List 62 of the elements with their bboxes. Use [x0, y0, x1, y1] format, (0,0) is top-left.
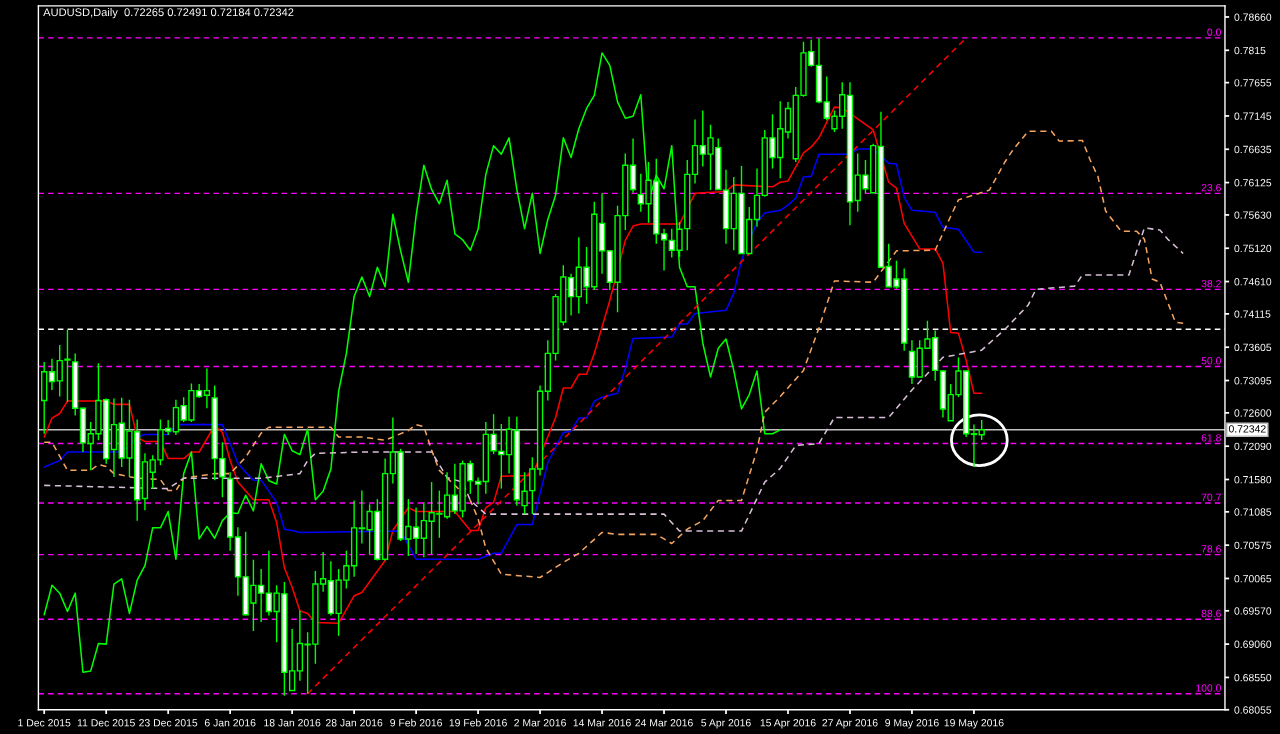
candlestick — [474, 476, 482, 506]
x-tick-label: 19 Feb 2016 — [449, 718, 507, 727]
y-tick-label: 0.77145 — [1234, 112, 1272, 120]
y-tick-label: 0.71085 — [1234, 508, 1272, 516]
candlestick — [529, 456, 536, 515]
annotation: 23.6 — [1201, 183, 1221, 192]
candlestick — [567, 273, 575, 317]
annotation: 100.0 — [1196, 684, 1221, 692]
y-tick-label: 0.77655 — [1234, 79, 1272, 87]
line-series — [43, 130, 1184, 579]
y-tick-label: 0.74115 — [1234, 310, 1271, 318]
x-tick-label: 24 Mar 2016 — [635, 719, 693, 727]
y-tick-label: 0.70575 — [1234, 541, 1272, 550]
y-tick-label: 0.76125 — [1234, 179, 1272, 187]
annotation: 88.6 — [1201, 609, 1221, 618]
candlestick — [784, 101, 792, 140]
x-tick-label: 9 Feb 2016 — [390, 718, 442, 727]
x-tick-label: 1 Dec 2015 — [18, 719, 71, 727]
y-tick-label: 0.69570 — [1234, 607, 1272, 615]
y-tick-label: 0.78660 — [1234, 13, 1272, 21]
x-tick-label: 14 Mar 2016 — [573, 719, 631, 727]
candlestick — [970, 423, 978, 468]
annotation: 50.0 — [1201, 357, 1221, 365]
annotation: 78.6 — [1201, 545, 1221, 553]
line-series — [43, 52, 782, 673]
y-tick-label: 0.73095 — [1234, 377, 1272, 385]
y-tick-label: 0.71580 — [1234, 476, 1272, 484]
y-tick-label: 0.75630 — [1234, 211, 1272, 219]
line-series — [43, 227, 1184, 532]
x-tick-label: 19 May 2016 — [944, 719, 1004, 729]
line-series — [43, 148, 983, 560]
y-tick-label: 0.73605 — [1234, 343, 1272, 352]
y-tick-label: 0.7815 — [1234, 46, 1266, 55]
annotation: 0.0 — [1207, 28, 1221, 36]
x-tick-label: 5 Apr 2016 — [701, 719, 751, 729]
annotation: 61.8 — [1201, 434, 1221, 442]
y-tick-label: 0.68055 — [1234, 706, 1272, 714]
y-tick-label: 0.70065 — [1234, 574, 1272, 583]
x-tick-label: 11 Dec 2015 — [77, 719, 135, 727]
candlestick — [978, 419, 985, 441]
y-tick-label: 0.69060 — [1234, 640, 1272, 648]
x-tick-label: 15 Apr 2016 — [760, 719, 816, 729]
x-tick-label: 28 Jan 2016 — [325, 719, 383, 727]
annotation: 38.2 — [1201, 279, 1221, 288]
x-tick-label: 23 Dec 2015 — [139, 719, 198, 727]
ref-line-label: 0.72342 — [1228, 425, 1266, 433]
y-tick-label: 0.74610 — [1234, 278, 1272, 286]
x-tick-label: 27 Apr 2016 — [822, 719, 878, 729]
y-tick-label: 0.68550 — [1234, 673, 1272, 682]
annotation: 70.7 — [1201, 493, 1221, 501]
x-tick-label: 18 Jan 2016 — [264, 719, 321, 727]
y-tick-label: 0.76635 — [1234, 145, 1272, 154]
candlestick — [48, 357, 56, 391]
x-tick-label: 9 May 2016 — [885, 719, 939, 729]
candlestick — [203, 367, 211, 409]
x-tick-label: 6 Jan 2016 — [204, 719, 256, 727]
candlestick — [660, 227, 668, 272]
y-tick-label: 0.72090 — [1234, 442, 1272, 451]
chart-title: AUDUSD,Daily 0.72265 0.72491 0.72184 0.72342 — [43, 7, 294, 19]
y-tick-label: 0.75120 — [1234, 244, 1272, 253]
x-tick-label: 2 Mar 2016 — [514, 719, 566, 727]
y-tick-label: 0.72600 — [1234, 409, 1272, 417]
